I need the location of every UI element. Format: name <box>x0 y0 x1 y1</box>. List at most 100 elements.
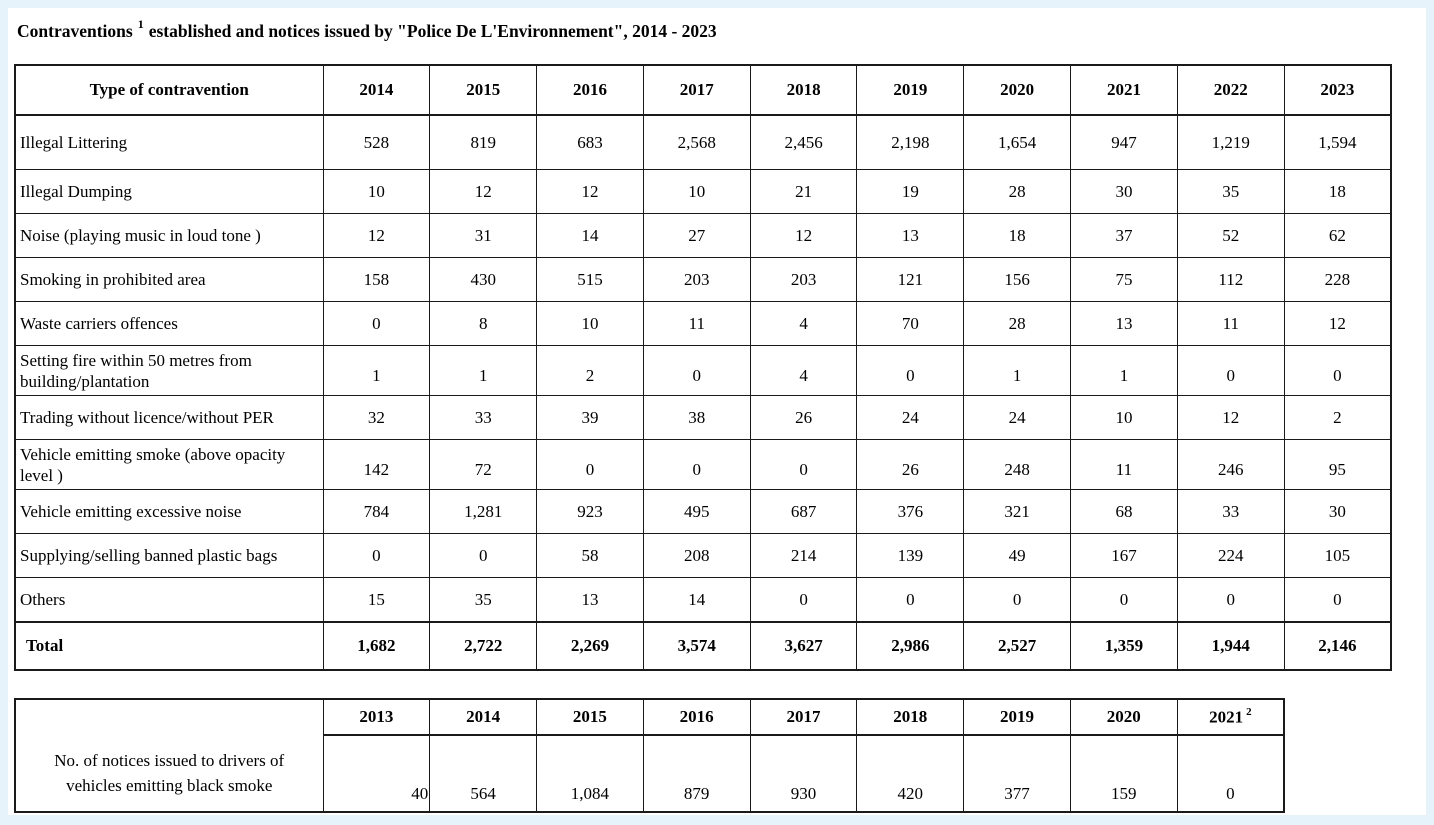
notices-value-cell: 40 <box>322 734 431 813</box>
value-cell: 0 <box>1283 577 1392 623</box>
value-cell: 75 <box>1070 257 1178 303</box>
column-header-type: Type of contravention <box>14 64 324 116</box>
value-cell: 49 <box>963 533 1072 579</box>
contravention-row: Illegal Littering 528 819 683 2,568 2,456 2,19… <box>14 114 1392 171</box>
row-label: Trading without licence/without PER <box>14 395 324 441</box>
value-cell: 18 <box>1283 169 1392 215</box>
column-header-year: 2023 <box>1283 64 1392 116</box>
value-cell: 2 <box>536 345 644 397</box>
value-cell: 14 <box>642 577 751 623</box>
value-cell: 0 <box>749 439 858 491</box>
value-cell: 121 <box>856 257 965 303</box>
value-cell: 2,198 <box>856 114 965 171</box>
value-cell: 8 <box>429 301 538 347</box>
row-label: Vehicle emitting smoke (above opacity le… <box>14 439 324 491</box>
value-cell: 11 <box>642 301 751 347</box>
total-value-cell: 1,359 <box>1070 620 1178 671</box>
contravention-row: Trading without licence/without PER 32 33 3… <box>14 395 1392 441</box>
total-row: Total 1,682 2,722 2,269 3,574 3,627 2,986 2,527… <box>14 620 1392 671</box>
value-cell: 26 <box>749 395 858 441</box>
value-cell: 70 <box>856 301 965 347</box>
value-cell: 0 <box>749 577 858 623</box>
value-cell: 72 <box>429 439 538 491</box>
column-header-year: 2021 <box>1070 64 1178 116</box>
value-cell: 0 <box>642 345 751 397</box>
value-cell: 24 <box>856 395 965 441</box>
row-label: Supplying/selling banned plastic bags <box>14 533 324 579</box>
value-cell: 112 <box>1176 257 1285 303</box>
row-label: Vehicle emitting excessive noise <box>14 489 324 535</box>
value-cell: 18 <box>963 213 1072 259</box>
value-cell: 95 <box>1283 439 1392 491</box>
value-cell: 12 <box>536 169 644 215</box>
value-cell: 19 <box>856 169 965 215</box>
value-cell: 30 <box>1070 169 1178 215</box>
value-cell: 1,219 <box>1176 114 1285 171</box>
value-cell: 0 <box>322 533 431 579</box>
column-header-year: 2015 <box>536 698 644 736</box>
notices-row-label: No. of notices issued to drivers of vehic… <box>14 734 324 813</box>
value-cell: 224 <box>1176 533 1285 579</box>
column-header-year: 2021 2 <box>1176 698 1285 736</box>
row-label: Illegal Littering <box>14 114 324 171</box>
value-cell: 203 <box>642 257 751 303</box>
value-cell: 430 <box>429 257 538 303</box>
value-cell: 208 <box>642 533 751 579</box>
notices-value-cell: 0 <box>1176 734 1285 813</box>
total-value-cell: 2,722 <box>429 620 538 671</box>
column-header-year: 2013 <box>322 698 431 736</box>
value-cell: 11 <box>1070 439 1178 491</box>
total-value-cell: 3,627 <box>749 620 858 671</box>
main-header-row: Type of contravention 2014 2015 2016 2017 201… <box>14 64 1392 116</box>
value-cell: 13 <box>1070 301 1178 347</box>
value-cell: 68 <box>1070 489 1178 535</box>
value-cell: 12 <box>749 213 858 259</box>
value-cell: 248 <box>963 439 1072 491</box>
value-cell: 15 <box>322 577 431 623</box>
value-cell: 947 <box>1070 114 1178 171</box>
value-cell: 10 <box>322 169 431 215</box>
value-cell: 1 <box>322 345 431 397</box>
value-cell: 156 <box>963 257 1072 303</box>
column-header-year: 2014 <box>429 698 538 736</box>
value-cell: 139 <box>856 533 965 579</box>
notices-value-cell: 377 <box>963 734 1071 813</box>
notices-value-cell: 420 <box>856 734 965 813</box>
value-cell: 21 <box>749 169 858 215</box>
value-cell: 0 <box>1176 577 1285 623</box>
value-cell: 2,568 <box>642 114 751 171</box>
value-cell: 35 <box>429 577 538 623</box>
value-cell: 39 <box>536 395 644 441</box>
corner-cell <box>14 698 324 735</box>
value-cell: 12 <box>429 169 538 215</box>
page-title: Contraventions 1 established and notices i… <box>17 15 1426 42</box>
value-cell: 0 <box>1176 345 1285 397</box>
value-cell: 687 <box>749 489 858 535</box>
value-cell: 246 <box>1176 439 1285 491</box>
value-cell: 10 <box>536 301 644 347</box>
value-cell: 38 <box>642 395 751 441</box>
page: Contraventions 1 established and notices i… <box>8 15 1426 813</box>
value-cell: 13 <box>856 213 965 259</box>
row-label: Smoking in prohibited area <box>14 257 324 303</box>
total-value-cell: 3,574 <box>642 620 751 671</box>
value-cell: 923 <box>536 489 644 535</box>
value-cell: 4 <box>749 301 858 347</box>
total-value-cell: 2,986 <box>856 620 965 671</box>
value-cell: 0 <box>963 577 1072 623</box>
value-cell: 13 <box>536 577 644 623</box>
column-header-year: 2016 <box>642 698 751 736</box>
value-cell: 0 <box>1283 345 1392 397</box>
value-cell: 11 <box>1176 301 1285 347</box>
value-cell: 4 <box>749 345 858 397</box>
value-cell: 321 <box>963 489 1072 535</box>
value-cell: 819 <box>429 114 538 171</box>
notices-value-cell: 879 <box>642 734 751 813</box>
value-cell: 35 <box>1176 169 1285 215</box>
value-cell: 52 <box>1176 213 1285 259</box>
value-cell: 495 <box>642 489 751 535</box>
value-cell: 515 <box>536 257 644 303</box>
column-header-year: 2015 <box>429 64 538 116</box>
value-cell: 528 <box>322 114 431 171</box>
value-cell: 158 <box>322 257 431 303</box>
